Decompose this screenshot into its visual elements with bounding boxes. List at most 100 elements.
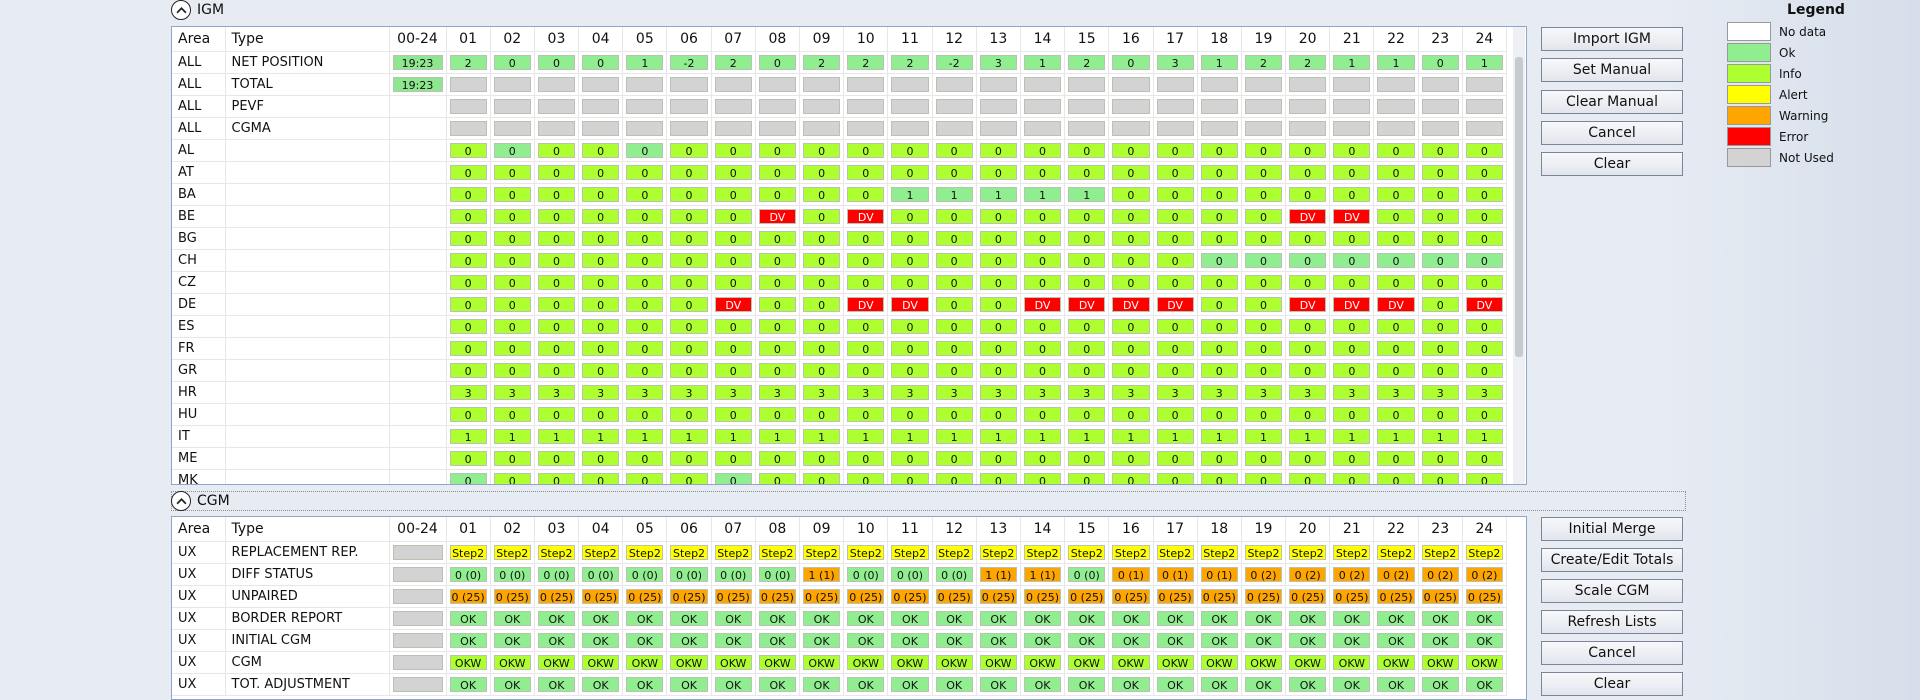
hour-cell[interactable]: Step2 [1418, 541, 1463, 564]
hour-cell[interactable]: 3 [711, 381, 756, 404]
hour-cell[interactable]: 0 [622, 337, 668, 360]
hour-cell[interactable]: 0 [799, 315, 845, 338]
status-cell[interactable] [714, 99, 752, 114]
hour-cell[interactable]: 0 [932, 227, 977, 250]
hour-cell[interactable]: 0 [1197, 139, 1242, 162]
status-cell[interactable]: 0 [891, 407, 929, 422]
hour-cell[interactable]: 0 [843, 161, 889, 184]
hour-cell[interactable]: 0 [976, 337, 1021, 360]
hour-cell[interactable]: 0 (25) [1153, 585, 1198, 608]
status-cell[interactable]: 3 [979, 385, 1017, 400]
status-cell[interactable]: OK [537, 611, 576, 626]
hour-cell[interactable]: 0 [711, 271, 756, 294]
status-cell[interactable]: 0 [979, 363, 1017, 378]
status-cell[interactable]: 0 [1023, 319, 1062, 334]
hour-cell[interactable]: 0 [1020, 161, 1066, 184]
hour-cell[interactable]: Step2 [622, 541, 668, 564]
status-cell[interactable]: 0 [979, 297, 1017, 312]
status-cell[interactable]: 0 [1465, 253, 1503, 268]
status-cell[interactable]: OK [935, 633, 973, 648]
table-row[interactable]: ALL PEVF [172, 95, 1508, 118]
status-cell[interactable]: 0 [1023, 165, 1062, 180]
status-cell[interactable]: 1 [1421, 429, 1459, 444]
header-hour-21[interactable]: 21 [1329, 27, 1375, 52]
status-cell[interactable] [1023, 77, 1062, 92]
status-cell[interactable] [979, 77, 1017, 92]
status-cell[interactable]: 1 [935, 187, 973, 202]
status-cell[interactable]: 0 (25) [582, 589, 620, 604]
hour-cell[interactable]: 0 [490, 359, 535, 382]
status-cell[interactable]: 0 [1068, 165, 1106, 180]
hour-cell[interactable]: 0 [1285, 359, 1331, 382]
status-cell[interactable]: OK [626, 677, 664, 692]
status-cell[interactable]: 0 [493, 319, 531, 334]
status-cell[interactable]: 0 (25) [1023, 589, 1062, 604]
status-cell[interactable]: DV [1112, 297, 1150, 312]
hour-cell[interactable]: 0 [1462, 161, 1508, 184]
hour-cell[interactable]: 0 [446, 403, 491, 426]
status-cell[interactable]: 0 [891, 473, 929, 484]
hour-cell[interactable]: 0 [711, 139, 756, 162]
hour-cell[interactable]: 0 [534, 469, 580, 484]
status-cell[interactable]: 0 [1200, 165, 1238, 180]
hour-cell[interactable]: 1 [1462, 425, 1508, 448]
status-cell[interactable] [979, 99, 1017, 114]
hour-cell[interactable]: OK [1285, 607, 1331, 630]
header-hour-08[interactable]: 08 [755, 27, 801, 52]
status-cell[interactable]: 0 [847, 231, 885, 246]
hour-cell[interactable]: OK [1373, 629, 1419, 652]
header-hour-15[interactable]: 15 [1064, 27, 1110, 52]
hour-cell[interactable]: OK [1462, 607, 1508, 630]
status-cell[interactable]: 3 [1333, 385, 1371, 400]
status-cell[interactable]: OK [1244, 611, 1283, 626]
status-cell[interactable]: 3 [1068, 385, 1106, 400]
table-row[interactable]: ES 0 0 0 0 0 0 0 0 0 0 0 0 0 0 0 0 0 0 0 0 0 0 0 0 [172, 315, 1508, 338]
hour-cell[interactable]: 0 [578, 205, 624, 228]
status-cell[interactable]: 0 [1156, 187, 1194, 202]
status-cell[interactable]: 0 [1421, 165, 1459, 180]
hour-cell[interactable]: OK [1108, 629, 1154, 652]
status-cell[interactable]: 0 [1112, 165, 1150, 180]
status-cell[interactable]: 0 [626, 209, 664, 224]
hour-cell[interactable]: OKW [799, 651, 845, 674]
hour-cell[interactable]: 0 [578, 469, 624, 484]
header-hour-23[interactable]: 23 [1418, 517, 1463, 542]
hour-cell[interactable]: 0 [1329, 469, 1375, 484]
hour-cell[interactable]: 0 [887, 337, 933, 360]
status-cell[interactable]: DV [1289, 297, 1327, 312]
hour-cell[interactable] [446, 117, 491, 140]
hour-cell[interactable]: 0 [1064, 447, 1110, 470]
hour-cell[interactable]: 0 [1153, 249, 1198, 272]
status-cell[interactable] [979, 121, 1017, 136]
hour-cell[interactable]: 0 [1153, 469, 1198, 484]
status-cell[interactable]: 0 [1068, 209, 1106, 224]
status-cell[interactable]: 0 [493, 451, 531, 466]
hour-cell[interactable]: 0 [1153, 139, 1198, 162]
hour-cell[interactable] [1329, 73, 1375, 96]
status-cell[interactable]: OKW [670, 655, 708, 670]
status-cell[interactable]: 3 [1112, 385, 1150, 400]
status-cell[interactable]: 3 [1377, 385, 1415, 400]
status-cell[interactable]: OKW [1068, 655, 1106, 670]
table-row[interactable]: UX UNPAIRED 0 (25) 0 (25) 0 (25) 0 (25) 0 (25)… [172, 585, 1508, 608]
hour-cell[interactable] [1153, 73, 1198, 96]
hour-cell[interactable] [1329, 95, 1375, 118]
hour-cell[interactable]: 3 [534, 381, 580, 404]
total-status-cell[interactable] [392, 677, 443, 692]
hour-cell[interactable] [1462, 117, 1508, 140]
hour-cell[interactable]: OKW [1153, 651, 1198, 674]
status-cell[interactable]: OK [1421, 633, 1459, 648]
status-cell[interactable] [935, 77, 973, 92]
status-cell[interactable]: 1 [1200, 55, 1238, 70]
status-cell[interactable]: 0 [1156, 275, 1194, 290]
status-cell[interactable]: 0 [1377, 473, 1415, 484]
status-cell[interactable]: 1 (1) [1023, 567, 1062, 582]
status-cell[interactable]: 0 [1465, 363, 1503, 378]
hour-cell[interactable]: 0 [843, 403, 889, 426]
hour-cell[interactable] [666, 117, 712, 140]
status-cell[interactable]: 0 [1068, 253, 1106, 268]
hour-cell[interactable]: 1 [976, 183, 1021, 206]
status-cell[interactable]: OK [847, 677, 885, 692]
hour-cell[interactable]: 1 [1020, 51, 1066, 74]
hour-cell[interactable]: 0 [1241, 271, 1287, 294]
